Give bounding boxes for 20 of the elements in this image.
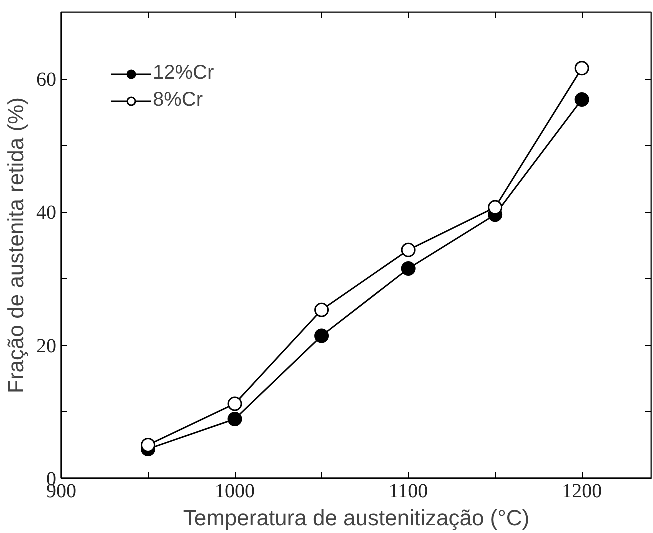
point	[574, 92, 590, 107]
point	[574, 61, 590, 76]
point	[141, 438, 156, 452]
x-tick-label: 1200	[562, 480, 602, 502]
point	[488, 200, 503, 215]
y-tick-label: 40	[36, 202, 56, 224]
point	[228, 396, 242, 412]
x-axis-title: Temperatura de austenitização (°C)	[183, 506, 530, 530]
y-axis-title: Fração de austenita retida (%)	[4, 98, 28, 394]
point	[401, 262, 416, 276]
legend-label: 8%Cr	[153, 89, 204, 112]
point	[314, 302, 330, 318]
legend-label: 12%Cr	[153, 62, 214, 85]
y-tick-label: 60	[36, 69, 56, 92]
x-tick-label: 1000	[215, 480, 256, 502]
point	[401, 242, 416, 258]
point	[314, 328, 330, 344]
x-tick-label: 1100	[388, 480, 428, 502]
y-tick-label: 20	[36, 335, 56, 358]
point	[228, 412, 242, 426]
